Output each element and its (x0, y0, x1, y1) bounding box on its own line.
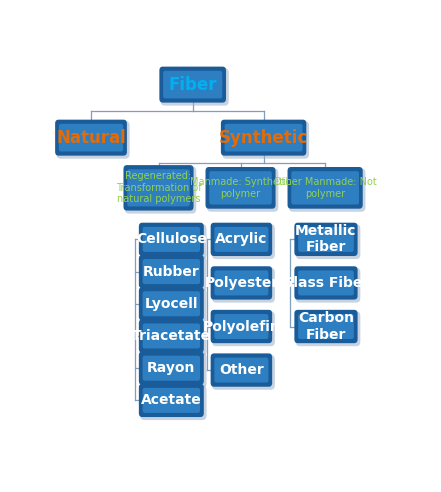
FancyBboxPatch shape (298, 271, 354, 295)
FancyBboxPatch shape (211, 266, 272, 300)
FancyBboxPatch shape (140, 224, 206, 259)
FancyBboxPatch shape (140, 256, 206, 291)
Text: Acetate: Acetate (141, 394, 202, 407)
FancyBboxPatch shape (212, 224, 275, 259)
FancyBboxPatch shape (140, 353, 206, 388)
Text: Other Manmade: Not
polymer: Other Manmade: Not polymer (274, 177, 377, 199)
FancyBboxPatch shape (222, 121, 309, 159)
Text: Rayon: Rayon (147, 361, 195, 375)
FancyBboxPatch shape (142, 356, 200, 381)
FancyBboxPatch shape (139, 287, 204, 320)
FancyBboxPatch shape (212, 355, 275, 390)
Text: Metallic
Fiber: Metallic Fiber (295, 224, 357, 254)
FancyBboxPatch shape (211, 223, 272, 256)
FancyBboxPatch shape (142, 323, 200, 348)
FancyBboxPatch shape (55, 120, 127, 155)
FancyBboxPatch shape (211, 310, 272, 343)
Text: Glass Fiber: Glass Fiber (282, 276, 370, 290)
Text: Acrylic: Acrylic (215, 232, 268, 246)
FancyBboxPatch shape (214, 271, 269, 295)
FancyBboxPatch shape (163, 71, 222, 98)
FancyBboxPatch shape (142, 227, 200, 252)
FancyBboxPatch shape (298, 314, 354, 339)
FancyBboxPatch shape (214, 358, 269, 383)
Text: Polyester: Polyester (204, 276, 279, 290)
FancyBboxPatch shape (296, 224, 360, 259)
FancyBboxPatch shape (289, 169, 366, 212)
FancyBboxPatch shape (298, 227, 354, 252)
Text: Manmade: Synthetic
polymer: Manmade: Synthetic polymer (190, 177, 291, 199)
FancyBboxPatch shape (140, 321, 206, 356)
FancyBboxPatch shape (295, 310, 358, 343)
FancyBboxPatch shape (207, 169, 278, 212)
FancyBboxPatch shape (214, 314, 269, 339)
FancyBboxPatch shape (139, 255, 204, 288)
Text: Lyocell: Lyocell (145, 297, 198, 311)
FancyBboxPatch shape (296, 311, 360, 346)
FancyBboxPatch shape (288, 167, 363, 209)
FancyBboxPatch shape (59, 124, 123, 152)
FancyBboxPatch shape (296, 268, 360, 303)
FancyBboxPatch shape (292, 171, 359, 205)
FancyBboxPatch shape (212, 268, 275, 303)
Text: Natural: Natural (56, 128, 126, 147)
FancyBboxPatch shape (159, 66, 226, 103)
FancyBboxPatch shape (211, 353, 272, 387)
FancyBboxPatch shape (139, 319, 204, 353)
FancyBboxPatch shape (209, 171, 272, 205)
FancyBboxPatch shape (142, 259, 200, 284)
FancyBboxPatch shape (212, 311, 275, 346)
Text: Fiber: Fiber (168, 76, 217, 93)
FancyBboxPatch shape (295, 223, 358, 256)
FancyBboxPatch shape (139, 384, 204, 417)
FancyBboxPatch shape (140, 289, 206, 323)
FancyBboxPatch shape (56, 121, 130, 159)
FancyBboxPatch shape (295, 266, 358, 300)
FancyBboxPatch shape (123, 165, 194, 211)
FancyBboxPatch shape (221, 120, 306, 155)
Text: Rubber: Rubber (143, 265, 200, 278)
FancyBboxPatch shape (142, 291, 200, 316)
FancyBboxPatch shape (214, 227, 269, 252)
FancyBboxPatch shape (139, 351, 204, 385)
FancyBboxPatch shape (224, 124, 303, 152)
FancyBboxPatch shape (127, 169, 190, 207)
Text: Other: Other (219, 363, 264, 377)
FancyBboxPatch shape (139, 223, 204, 256)
Text: Cellulose: Cellulose (136, 232, 207, 246)
FancyBboxPatch shape (142, 388, 200, 413)
Text: Regenerated:
Transformation of
natural polymers: Regenerated: Transformation of natural p… (116, 171, 202, 205)
Text: Carbon
Fiber: Carbon Fiber (298, 311, 354, 341)
FancyBboxPatch shape (140, 385, 206, 420)
Text: Triacetate: Triacetate (132, 329, 211, 343)
Text: Polyolefin: Polyolefin (202, 319, 280, 334)
FancyBboxPatch shape (206, 167, 276, 209)
Text: Synthetic: Synthetic (219, 128, 308, 147)
FancyBboxPatch shape (161, 68, 229, 106)
FancyBboxPatch shape (125, 167, 196, 214)
